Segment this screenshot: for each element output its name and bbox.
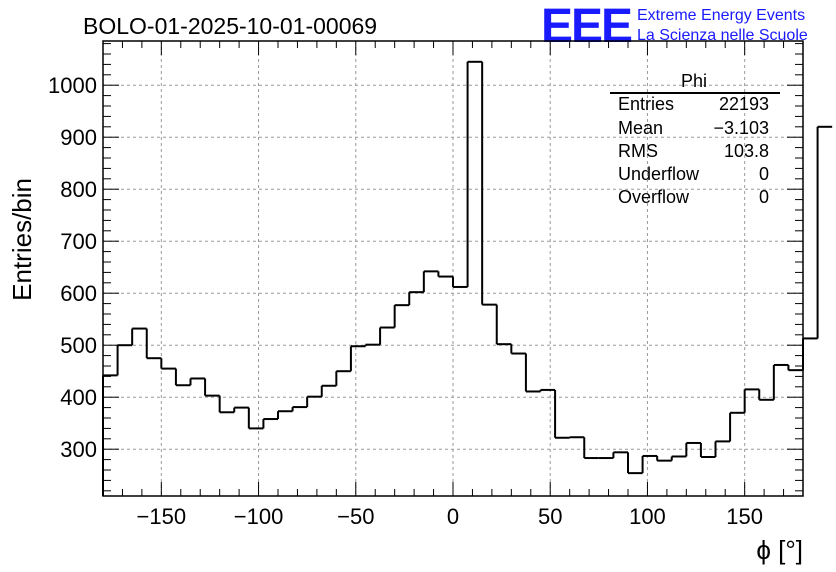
y-tick-label: 400 — [60, 385, 97, 410]
x-tick-label: −50 — [337, 504, 374, 529]
stats-box-title: Phi — [681, 71, 707, 91]
axis-ticks — [102, 41, 804, 496]
x-tick-label: 0 — [447, 504, 459, 529]
stats-label-entries: Entries — [618, 94, 674, 114]
stats-label-mean: Mean — [618, 118, 663, 138]
stats-value-entries: 22193 — [719, 94, 769, 114]
stats-box-rule — [610, 92, 780, 94]
logo-letters: EEE — [541, 0, 632, 53]
y-tick-label: 700 — [60, 229, 97, 254]
y-tick-label: 600 — [60, 281, 97, 306]
logo-line1: Extreme Energy Events — [637, 7, 805, 24]
stats-value-overflow: 0 — [759, 187, 769, 207]
eee-logo: EEE Extreme Energy Events La Scienza nel… — [541, 0, 808, 53]
stats-box: Phi Entries 22193 Mean −3.103 RMS 103.8 … — [610, 71, 780, 207]
stats-label-underflow: Underflow — [618, 164, 700, 184]
x-tick-label: −100 — [234, 504, 284, 529]
y-tick-label: 1000 — [48, 73, 97, 98]
x-tick-label: 50 — [538, 504, 562, 529]
y-tick-label: 800 — [60, 177, 97, 202]
grid-lines — [103, 41, 803, 496]
stats-label-overflow: Overflow — [618, 187, 690, 207]
stats-label-rms: RMS — [618, 141, 658, 161]
logo-line2: La Scienza nelle Scuole — [637, 27, 808, 44]
tick-labels: −150 −100 −50 0 50 100 150 300 400 500 600 700 800 90… — [48, 73, 763, 529]
x-tick-label: 150 — [726, 504, 763, 529]
stats-value-rms: 103.8 — [724, 141, 769, 161]
x-axis-title: ϕ [°] — [756, 535, 803, 565]
y-tick-label: 900 — [60, 125, 97, 150]
y-axis-title: Entries/bin — [7, 178, 37, 301]
stats-value-underflow: 0 — [759, 164, 769, 184]
stats-value-mean: −3.103 — [713, 118, 769, 138]
x-tick-label: 100 — [629, 504, 666, 529]
y-tick-label: 300 — [60, 437, 97, 462]
chart-title: BOLO-01-2025-10-01-00069 — [83, 13, 377, 39]
y-tick-label: 500 — [60, 333, 97, 358]
x-tick-label: −150 — [137, 504, 187, 529]
